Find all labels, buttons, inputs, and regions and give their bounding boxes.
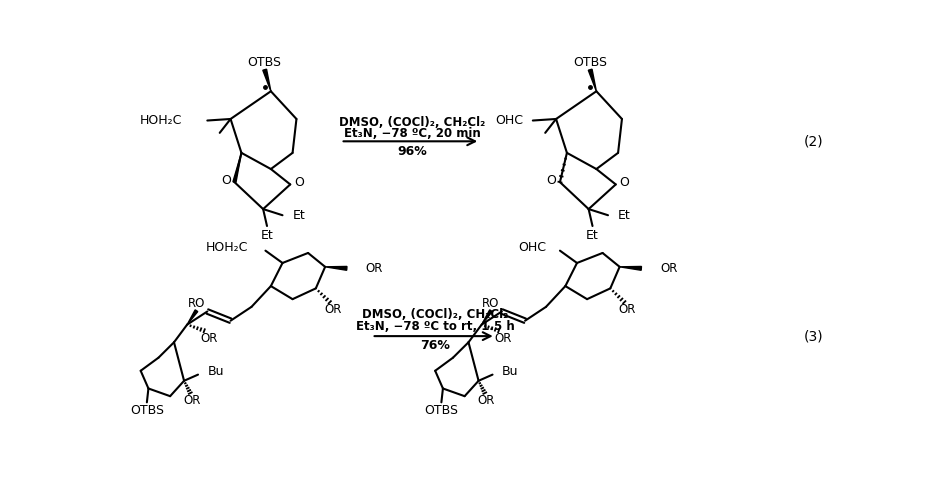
Text: O: O [547,174,556,187]
Text: OTBS: OTBS [425,404,458,416]
Text: HOH₂C: HOH₂C [140,114,183,127]
Text: RO: RO [482,297,500,309]
Text: OR: OR [184,394,200,408]
Text: O: O [294,176,304,190]
Text: Et₃N, −78 ºC, 20 min: Et₃N, −78 ºC, 20 min [344,127,480,140]
Text: OR: OR [660,262,678,275]
Text: RO: RO [188,297,205,309]
Text: OR: OR [324,303,341,316]
Text: O: O [619,176,629,190]
Polygon shape [589,69,596,91]
Polygon shape [187,310,197,325]
Text: OTBS: OTBS [248,55,282,69]
Polygon shape [233,153,241,183]
Text: Bu: Bu [208,365,223,378]
Text: (2): (2) [804,135,823,148]
Text: OR: OR [365,262,383,275]
Text: OR: OR [618,303,636,316]
Polygon shape [325,267,347,270]
Text: O: O [221,174,231,187]
Text: Et₃N, −78 ºC to rt, 1.5 h: Et₃N, −78 ºC to rt, 1.5 h [356,321,514,333]
Text: OTBS: OTBS [573,55,607,69]
Text: Et: Et [260,229,273,242]
Text: 76%: 76% [420,339,451,352]
Polygon shape [482,310,492,325]
Text: DMSO, (COCl)₂, CH₂Cl₂: DMSO, (COCl)₂, CH₂Cl₂ [338,115,485,129]
Text: (3): (3) [804,329,823,343]
Text: OR: OR [495,332,512,345]
Polygon shape [263,69,271,91]
Text: OR: OR [200,332,218,345]
Polygon shape [619,267,641,270]
Text: Et: Et [618,209,631,222]
Text: OHC: OHC [518,241,546,254]
Text: HOH₂C: HOH₂C [206,241,248,254]
Text: 96%: 96% [397,145,426,158]
Text: Et: Et [586,229,599,242]
Text: Et: Et [293,209,305,222]
Text: OR: OR [477,394,495,408]
Text: OHC: OHC [496,114,524,127]
Text: Bu: Bu [502,365,518,378]
Text: OTBS: OTBS [130,404,164,416]
Text: DMSO, (COCl)₂, CH₂Cl₂: DMSO, (COCl)₂, CH₂Cl₂ [362,308,508,321]
